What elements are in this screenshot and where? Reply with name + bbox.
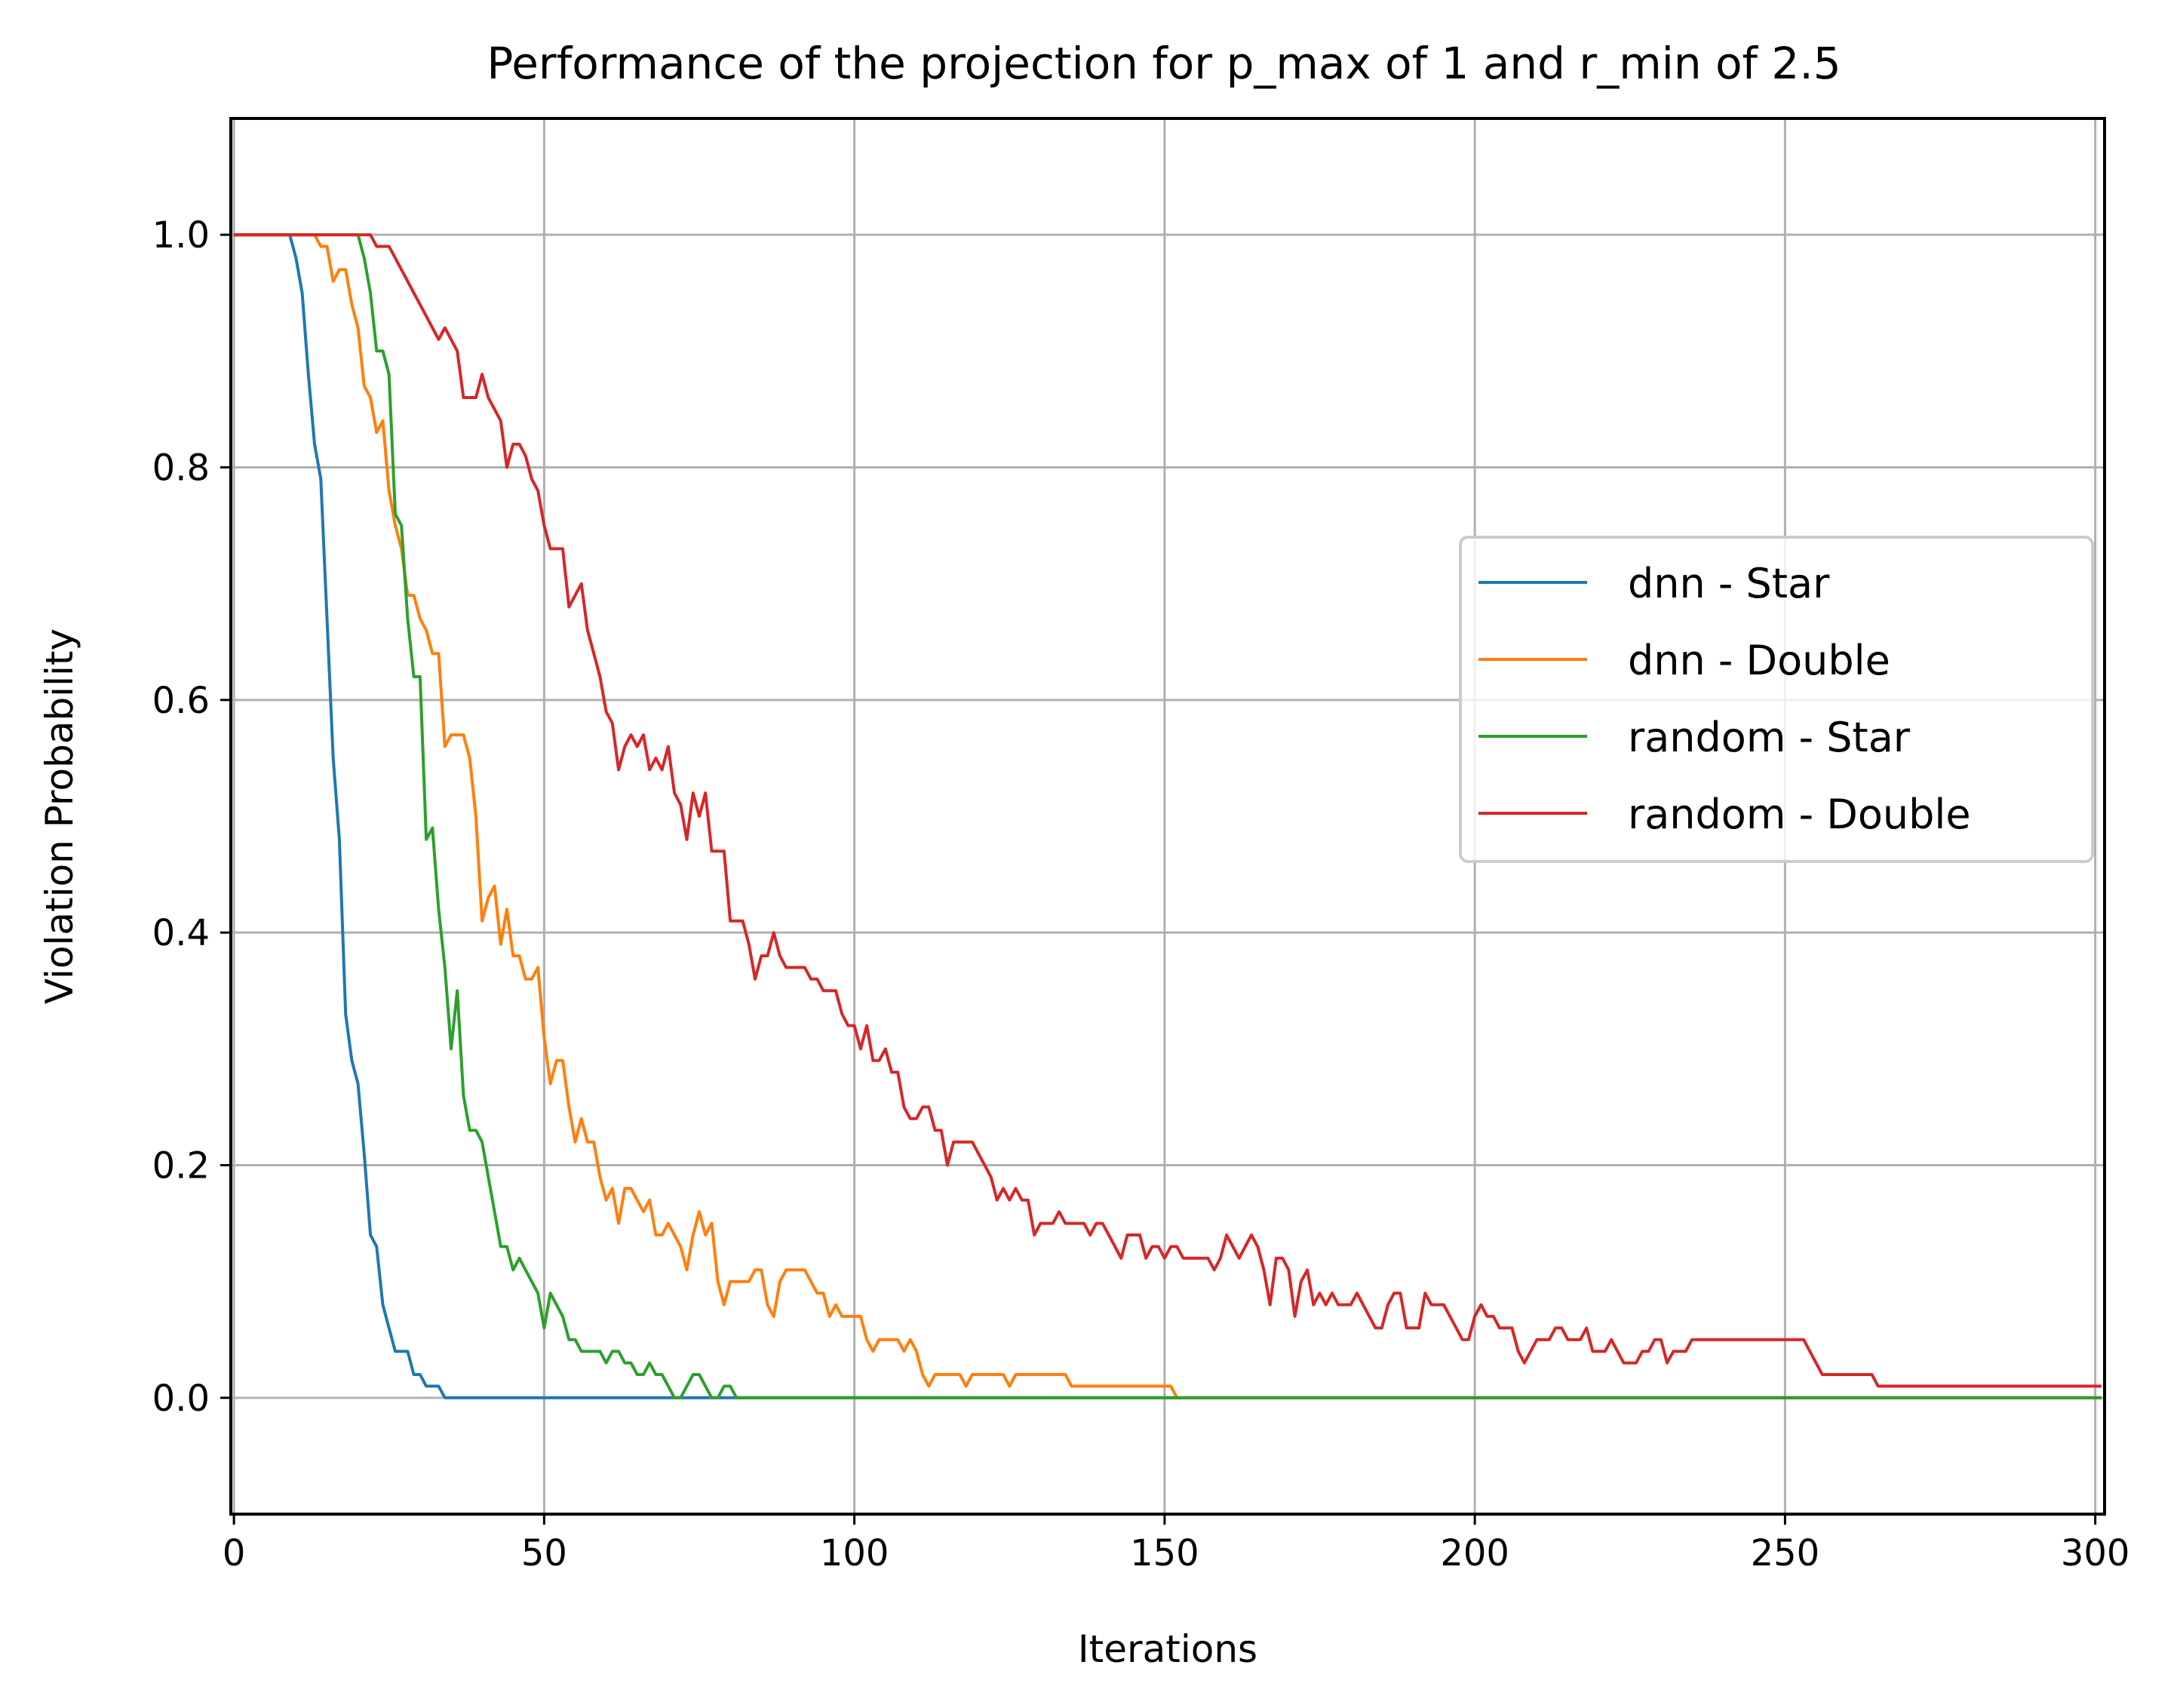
x-axis-label: Iterations xyxy=(1078,1627,1257,1671)
x-tick-label: 250 xyxy=(1751,1532,1820,1574)
y-tick-label: 0.8 xyxy=(152,447,210,490)
legend-label: dnn - Double xyxy=(1628,637,1890,684)
y-axis-label: Violation Probability xyxy=(38,628,81,1004)
y-tick-label: 0.0 xyxy=(152,1378,210,1420)
series-line-random-star xyxy=(234,233,2102,1399)
series-layer xyxy=(234,233,2102,1399)
plot-frame xyxy=(229,117,2106,1516)
series-line-dnn-star xyxy=(234,233,2102,1399)
y-tick-label: 1.0 xyxy=(152,214,210,257)
y-axis-ticks: 0.0 0.2 0.4 0.6 0.8 1.0 xyxy=(152,214,231,1420)
x-tick-label: 0 xyxy=(223,1532,246,1574)
x-tick-label: 300 xyxy=(2061,1532,2130,1574)
x-tick-label: 100 xyxy=(820,1532,889,1574)
x-tick-label: 50 xyxy=(521,1532,567,1574)
y-tick-label: 0.6 xyxy=(152,680,210,722)
legend-label: random - Double xyxy=(1628,791,1971,838)
legend-box xyxy=(1459,536,2094,863)
series-line-random-double xyxy=(234,233,2102,1388)
x-tick-label: 200 xyxy=(1440,1532,1509,1574)
x-tick-label: 150 xyxy=(1130,1532,1199,1574)
y-tick-label: 0.4 xyxy=(152,912,210,954)
y-tick-label: 0.2 xyxy=(152,1145,210,1187)
legend-label: dnn - Star xyxy=(1628,560,1830,607)
chart-title: Performance of the projection for p_max … xyxy=(487,38,1841,89)
x-axis-ticks: 0 50 100 150 200 250 300 xyxy=(223,1514,2130,1574)
legend-label: random - Star xyxy=(1628,714,1911,761)
legend: dnn - Star dnn - Double random - Star ra… xyxy=(1459,536,2094,863)
series-line-dnn-double xyxy=(234,233,2102,1399)
